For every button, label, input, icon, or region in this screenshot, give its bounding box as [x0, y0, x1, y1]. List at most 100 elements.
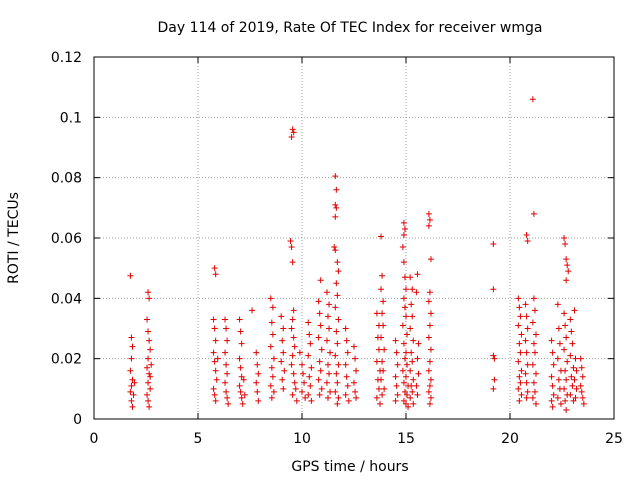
data-point-plus: [554, 394, 561, 401]
data-point-plus: [515, 385, 522, 392]
data-point-plus: [323, 289, 330, 296]
data-point-plus: [549, 349, 556, 356]
data-point-plus: [331, 244, 338, 251]
data-point-plus: [267, 343, 274, 350]
data-point-plus: [299, 361, 305, 368]
data-point-plus: [325, 394, 331, 401]
data-point-plus: [400, 397, 407, 404]
data-point-plus: [307, 340, 314, 347]
data-point-plus: [554, 355, 561, 362]
y-tick-label: 0.02: [51, 352, 82, 368]
data-point-plus: [239, 400, 246, 407]
data-point-plus: [522, 301, 529, 308]
data-point-plus: [279, 337, 286, 344]
data-point-plus: [236, 316, 243, 323]
data-point-plus: [425, 334, 432, 341]
data-point-plus: [529, 96, 536, 103]
data-point-plus: [144, 316, 151, 323]
data-point-plus: [352, 355, 359, 362]
data-point-plus: [211, 391, 218, 398]
data-point-plus: [269, 373, 276, 380]
data-point-plus: [332, 173, 339, 180]
data-point-plus: [210, 349, 217, 356]
data-point-plus: [425, 298, 432, 305]
data-point-plus: [212, 397, 219, 404]
data-point-plus: [518, 331, 525, 338]
data-point-plus: [148, 361, 155, 368]
data-point-plus: [130, 391, 137, 398]
data-point-plus: [323, 379, 330, 386]
data-point-plus: [578, 364, 585, 371]
data-point-plus: [323, 337, 330, 344]
data-point-plus: [425, 367, 432, 374]
data-point-plus: [291, 379, 298, 386]
data-point-plus: [564, 358, 571, 365]
data-point-plus: [335, 316, 342, 323]
data-point-plus: [573, 385, 580, 392]
y-tick-label: 0.08: [51, 171, 82, 187]
data-point-plus: [290, 129, 297, 136]
data-point-plus: [580, 400, 587, 407]
data-point-plus: [529, 394, 536, 401]
data-point-plus: [146, 403, 153, 410]
data-point-plus: [128, 397, 135, 404]
data-point-plus: [548, 373, 555, 380]
data-point-plus: [128, 382, 135, 389]
data-point-plus: [224, 394, 231, 401]
data-point-plus: [344, 349, 351, 356]
data-point-plus: [289, 126, 296, 133]
data-point-plus: [515, 295, 522, 302]
data-point-plus: [564, 262, 571, 269]
data-point-plus: [380, 298, 387, 305]
data-point-plus: [530, 210, 537, 217]
data-point-plus: [563, 406, 570, 413]
data-point-plus: [408, 301, 415, 308]
data-point-plus: [129, 343, 136, 350]
data-point-plus: [379, 310, 386, 317]
data-point-plus: [224, 370, 231, 377]
data-point-plus: [342, 391, 349, 398]
data-point-plus: [404, 361, 411, 368]
data-point-plus: [240, 376, 247, 383]
data-point-plus: [326, 370, 333, 377]
data-point-plus: [307, 382, 314, 389]
data-point-plus: [490, 385, 497, 392]
data-point-plus: [211, 358, 218, 365]
data-point-plus: [302, 394, 309, 401]
data-point-plus: [269, 331, 276, 338]
data-point-plus: [237, 364, 244, 371]
data-point-plus: [129, 403, 136, 410]
data-point-plus: [270, 388, 277, 395]
chart-title: Day 114 of 2019, Rate Of TEC Index for r…: [158, 20, 543, 36]
data-point-plus: [211, 325, 218, 332]
data-point-plus: [332, 213, 339, 220]
data-point-plus: [327, 388, 334, 395]
data-point-plus: [426, 322, 433, 329]
data-point-plus: [332, 352, 339, 359]
data-point-plus: [224, 337, 231, 344]
x-tick-label: 20: [501, 431, 519, 447]
data-point-plus: [145, 355, 152, 362]
data-point-plus: [128, 355, 135, 362]
y-tick-label: 0.1: [60, 110, 82, 126]
data-point-plus: [288, 325, 295, 332]
data-point-plus: [127, 367, 134, 374]
data-point-plus: [335, 268, 342, 275]
data-point-plus: [426, 289, 433, 296]
data-point-plus: [253, 379, 260, 386]
data-point-plus: [427, 256, 434, 263]
data-point-plus: [577, 355, 584, 362]
x-axis-label: GPS time / hours: [291, 459, 408, 475]
data-point-plus: [563, 334, 570, 341]
data-point-plus: [407, 394, 414, 401]
data-point-plus: [569, 340, 576, 347]
data-point-plus: [326, 325, 333, 332]
data-point-plus: [288, 133, 295, 140]
data-point-plus: [414, 271, 421, 278]
data-point-plus: [569, 382, 576, 389]
data-point-plus: [491, 376, 498, 383]
data-point-plus: [305, 352, 312, 359]
data-point-plus: [238, 373, 245, 380]
data-point-plus: [146, 295, 153, 302]
data-point-plus: [401, 388, 408, 395]
